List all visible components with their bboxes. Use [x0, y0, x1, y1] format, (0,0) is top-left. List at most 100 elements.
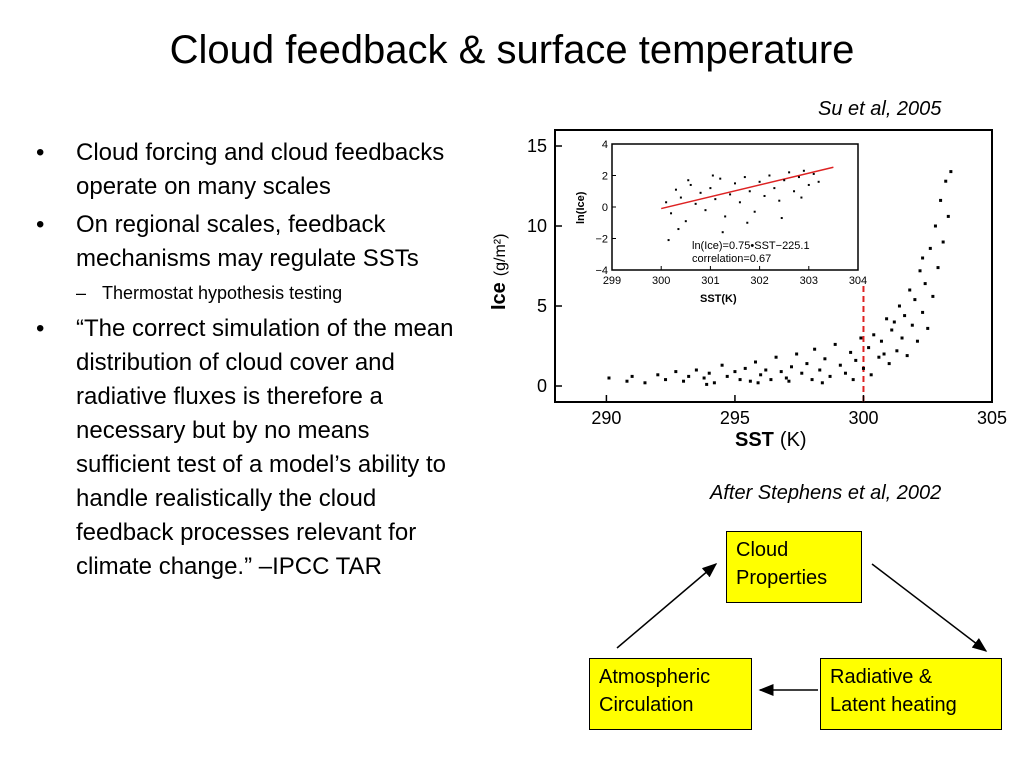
inset-data-point: [714, 198, 717, 201]
data-point: [869, 373, 873, 377]
data-point: [859, 336, 863, 340]
inset-data-point: [802, 169, 805, 172]
data-point: [879, 339, 883, 343]
inset-y-tick-label: −2: [595, 234, 608, 246]
data-point: [913, 298, 917, 302]
inset-data-point: [797, 176, 800, 179]
inset-data-point: [704, 209, 707, 212]
inset-data-point: [667, 239, 670, 242]
data-point: [887, 362, 891, 366]
data-point: [877, 355, 881, 359]
data-point: [923, 282, 927, 286]
bullet-item: • “The correct simulation of the mean di…: [36, 312, 466, 584]
data-point: [849, 350, 853, 354]
sub-bullet-item: – Thermostat hypothesis testing: [76, 280, 466, 306]
inset-data-point: [721, 231, 724, 234]
data-point: [833, 342, 837, 346]
y-tick-label: 10: [527, 216, 547, 236]
data-point: [630, 374, 634, 378]
arrow-circulation-to-cloud: [616, 563, 718, 649]
inset-data-point: [778, 199, 781, 202]
data-point: [915, 339, 919, 343]
data-point: [843, 371, 847, 375]
y-tick-label: 0: [537, 376, 547, 396]
data-point: [936, 266, 940, 270]
inset-data-point: [812, 172, 815, 175]
citation-su: Su et al, 2005: [818, 98, 942, 120]
inset-x-tick-label: 303: [800, 275, 818, 287]
data-point: [754, 360, 758, 364]
x-tick-label: 290: [591, 408, 621, 428]
data-point: [890, 328, 894, 332]
inset-y-tick-label: −4: [595, 265, 608, 277]
inset-data-point: [699, 191, 702, 194]
data-point: [813, 347, 817, 351]
data-point: [705, 382, 709, 386]
data-point: [687, 374, 691, 378]
arrow-cloud-to-radiative: [871, 563, 988, 652]
slide-title: Cloud feedback & surface temperature: [169, 28, 855, 72]
data-point: [625, 379, 629, 383]
x-tick-label: 295: [720, 408, 750, 428]
inset-plot-frame: [611, 143, 859, 271]
data-point: [784, 376, 788, 380]
data-point: [908, 288, 912, 292]
data-point: [769, 378, 773, 382]
data-point: [910, 323, 914, 327]
citation-stephens: After Stephens et al, 2002: [710, 482, 942, 504]
inset-data-point: [694, 202, 697, 205]
inset-data-point: [746, 221, 749, 224]
data-point: [664, 378, 668, 382]
data-point: [867, 346, 871, 350]
data-point: [656, 373, 660, 377]
data-point: [905, 354, 909, 358]
inset-y-tick-label: 0: [602, 202, 608, 214]
data-point: [725, 374, 729, 378]
data-point: [838, 363, 842, 367]
diagram-arrows: [616, 563, 988, 696]
data-point: [756, 381, 760, 385]
inset-data-point: [665, 201, 668, 204]
data-point: [931, 294, 935, 298]
data-point: [892, 320, 896, 324]
data-point: [738, 378, 742, 382]
data-point: [882, 352, 886, 356]
sub-bullet-marker: –: [76, 283, 87, 303]
main-plot-frame: [554, 129, 993, 403]
bullet-marker: •: [36, 315, 45, 342]
data-point: [818, 368, 822, 372]
data-point: [944, 179, 948, 183]
data-point: [779, 370, 783, 374]
box-cloud-properties: Cloud Properties: [726, 531, 862, 603]
data-point: [694, 368, 698, 372]
data-point: [682, 379, 686, 383]
inset-data-point: [689, 183, 692, 186]
data-point: [921, 256, 925, 260]
inset-data-point: [753, 210, 756, 213]
data-point: [674, 370, 678, 374]
box-cloud-line2: Properties: [736, 567, 828, 589]
inset-x-tick-label: 304: [849, 275, 867, 287]
data-point: [774, 355, 778, 359]
data-point: [933, 224, 937, 228]
inset-data-point: [783, 179, 786, 182]
data-point: [643, 381, 647, 385]
inset-data-point: [763, 194, 766, 197]
bullet-list: • Cloud forcing and cloud feedbacks oper…: [36, 136, 466, 588]
data-point: [795, 352, 799, 356]
inset-data-point: [674, 188, 677, 191]
inset-x-tick-label: 302: [750, 275, 768, 287]
inset-y-tick-label: 2: [602, 171, 608, 183]
data-point: [720, 363, 724, 367]
inset-data-point: [738, 201, 741, 204]
inset-data-point: [793, 190, 796, 193]
main-xlabel: SST (K): [735, 429, 807, 451]
inset-data-point: [679, 196, 682, 199]
data-point: [743, 366, 747, 370]
box-rad-line1: Radiative &: [830, 666, 933, 688]
inset-data-point: [719, 177, 722, 180]
data-point: [872, 333, 876, 337]
inset-data-point: [734, 182, 736, 185]
inset-data-point: [670, 212, 673, 215]
